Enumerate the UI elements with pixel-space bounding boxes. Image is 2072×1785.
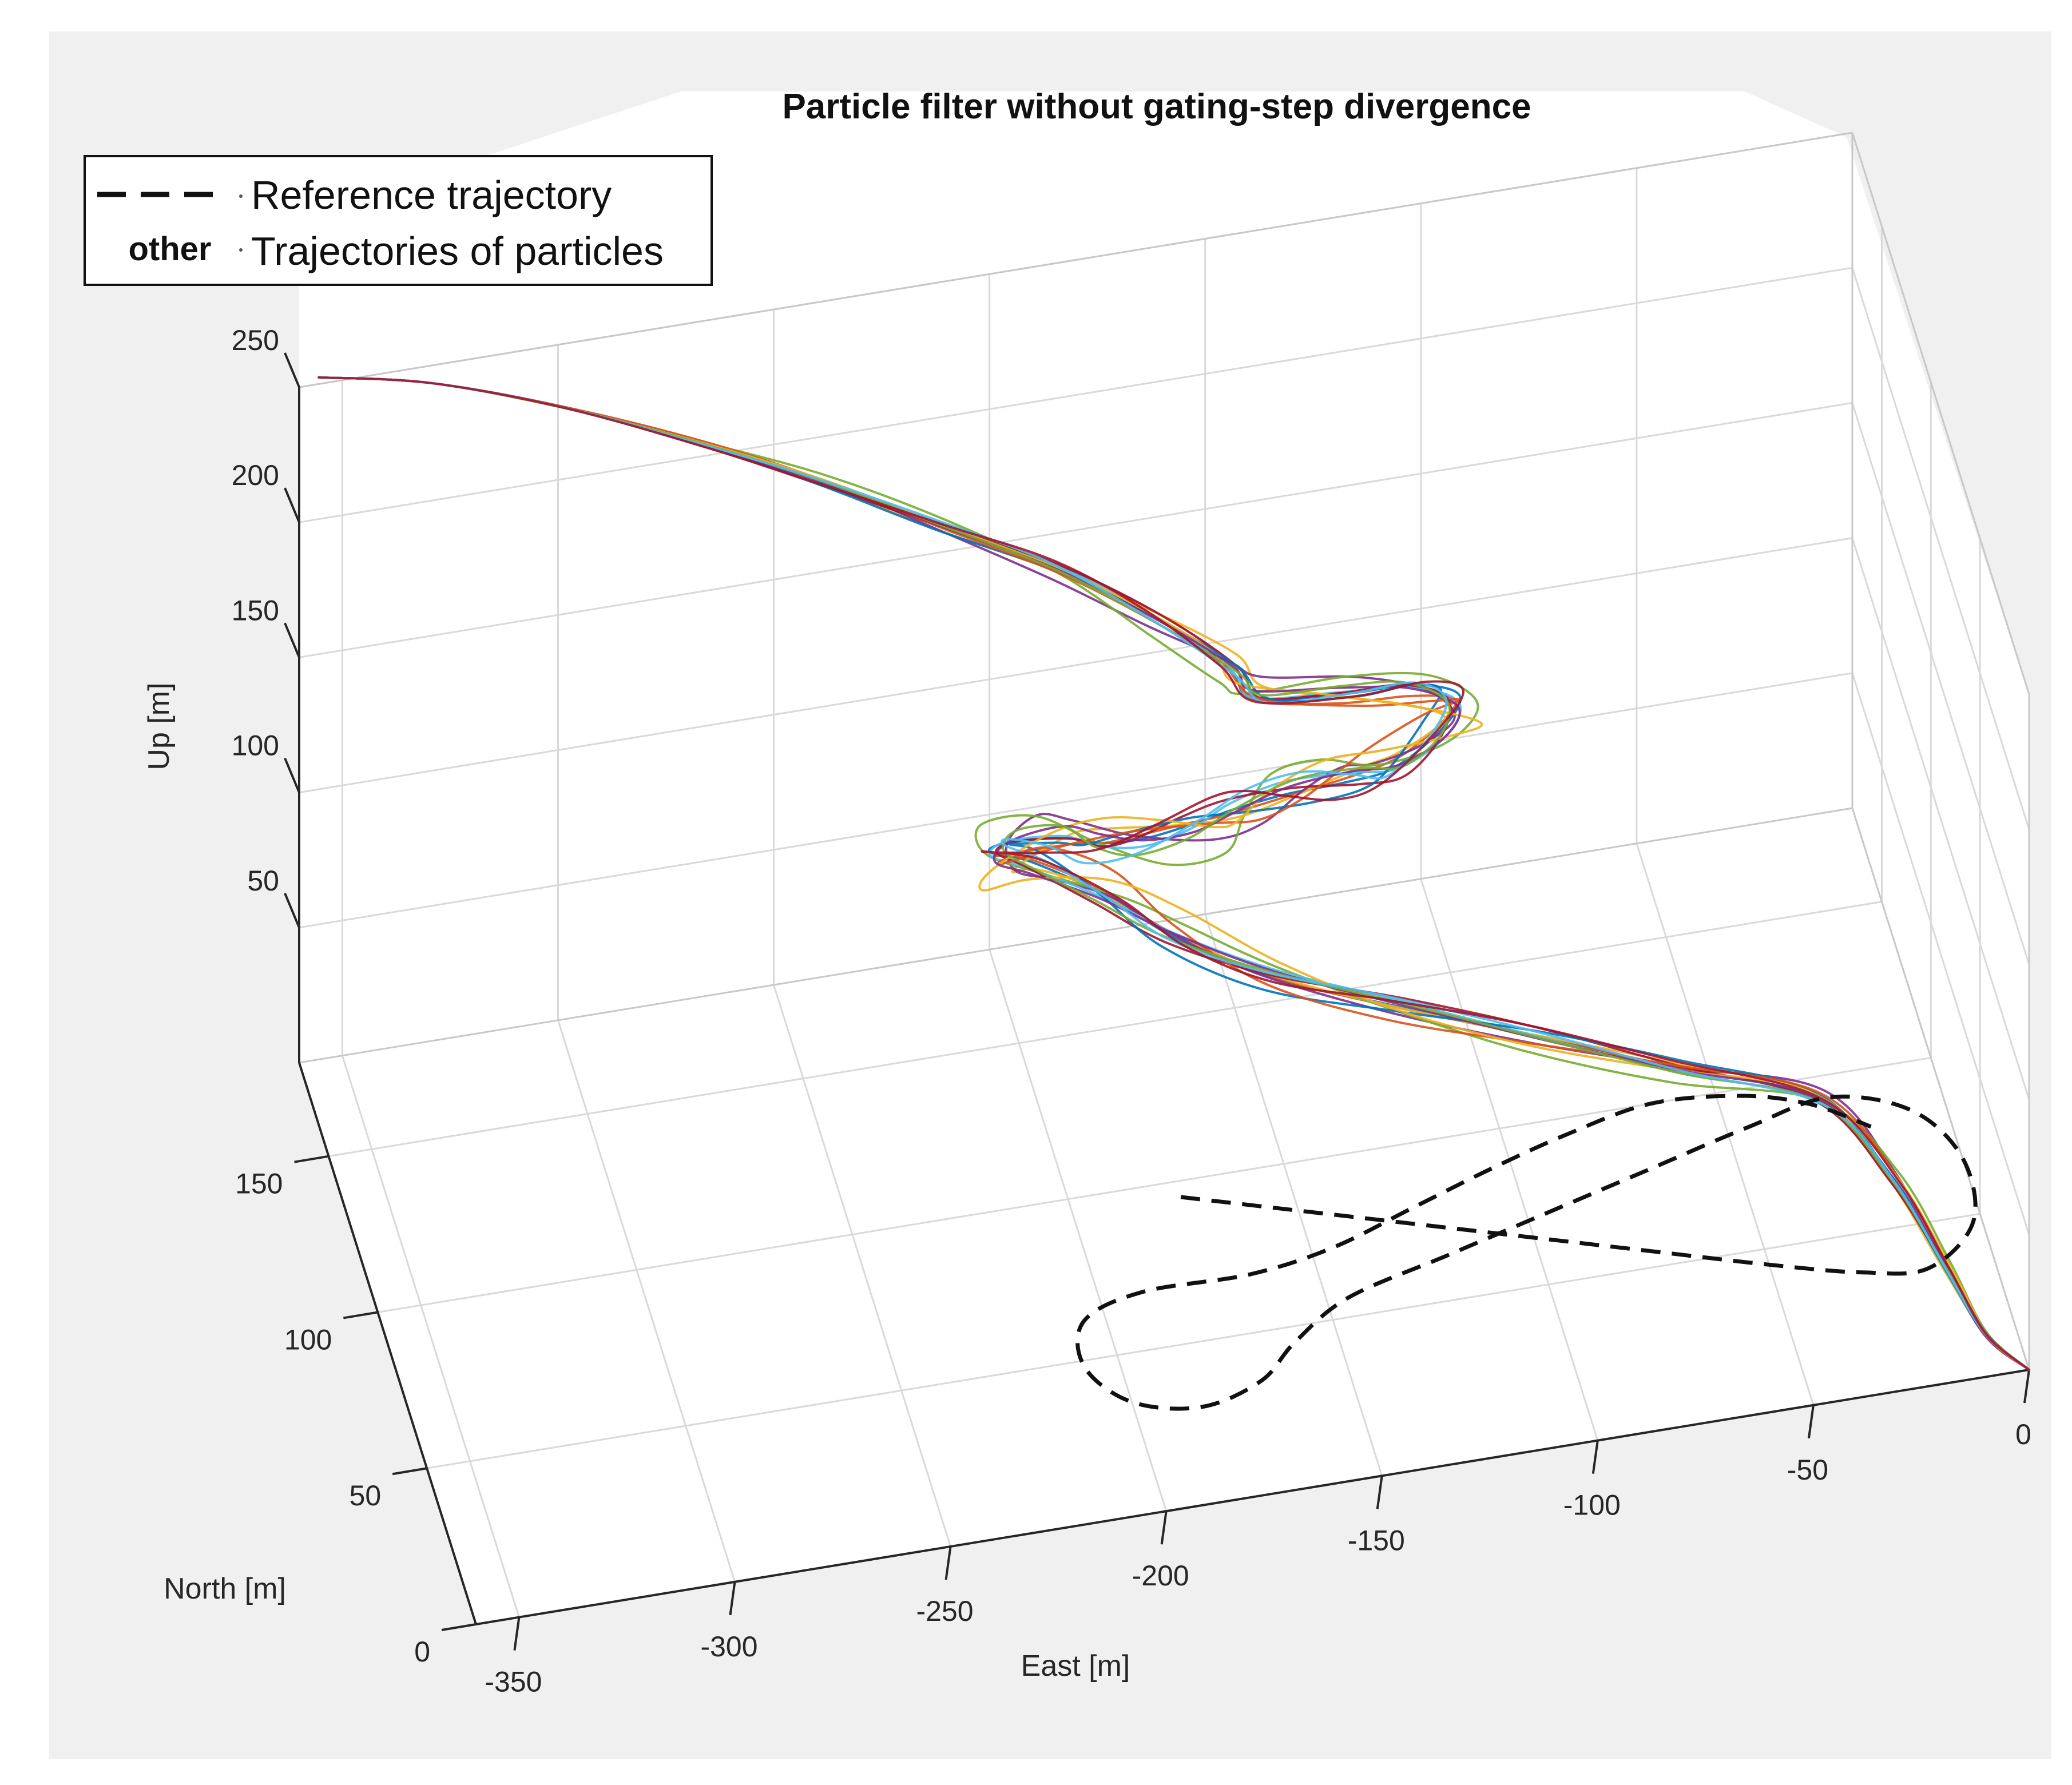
x-tick-mark <box>513 1617 521 1651</box>
z-tick-label: 100 <box>232 730 279 762</box>
x-tick-mark <box>2023 1369 2030 1404</box>
tick-labels: -350 -300 -250 -200 -150 -100 -50 0 0 50 100 150 50 1… <box>232 324 2031 1698</box>
legend-dot <box>239 248 243 252</box>
y-tick-label: 50 <box>350 1480 382 1512</box>
box-edge <box>1851 132 2030 695</box>
x-tick-mark <box>729 1581 736 1616</box>
particle-trajectory-line <box>317 376 2030 1371</box>
x-tick-label: -150 <box>1348 1524 1405 1556</box>
floor-gridline <box>378 1056 1931 1313</box>
legend-reference-label: Reference trajectory <box>251 173 612 217</box>
z-tick-label: 200 <box>232 459 279 491</box>
legend-particles-swatch: other <box>129 230 212 268</box>
z-tick-mark <box>284 893 300 928</box>
x-tick-mark <box>1591 1440 1599 1474</box>
z-tick-mark <box>284 622 300 658</box>
box-edge <box>299 807 1853 1064</box>
x-tick-label: -300 <box>700 1631 757 1663</box>
x-tick-label: -250 <box>916 1595 974 1627</box>
x-axis-label: East [m] <box>1021 1649 1130 1683</box>
z-tick-label: 50 <box>247 865 279 897</box>
axes-plot-area <box>299 137 2029 1624</box>
box-edge <box>299 132 1853 388</box>
z-tick-mark <box>284 757 300 793</box>
z-tick-label: 250 <box>232 324 279 356</box>
reference-trajectory <box>1075 1094 1978 1411</box>
x-tick-label: -50 <box>1787 1454 1828 1486</box>
floor-gridline <box>328 901 1882 1158</box>
x-tick-label: -350 <box>485 1666 542 1698</box>
chart-title: Particle filter without gating-step dive… <box>782 87 1531 126</box>
y-tick-label: 100 <box>284 1323 332 1355</box>
x-tick-mark <box>1376 1476 1383 1509</box>
x-tick-label: 0 <box>2015 1418 2031 1450</box>
y-axis-label: North [m] <box>164 1572 286 1605</box>
backwall-gridline <box>299 401 1853 658</box>
sidewall-gridline <box>1851 267 2030 830</box>
z-axis-label: Up [m] <box>142 682 176 770</box>
backwall-gridline <box>299 672 1853 929</box>
sidewall-gridline <box>1851 673 2030 1235</box>
backwall-gridline <box>299 537 1853 794</box>
z-tick-mark <box>284 487 300 523</box>
y-tick-mark <box>294 1155 329 1163</box>
particle-trajectory-line <box>317 376 2030 1371</box>
particle-trajectory-line <box>317 376 2030 1371</box>
sidewall-gridline <box>1851 402 2030 965</box>
x-tick-label: -100 <box>1563 1489 1621 1521</box>
box-edge <box>1851 808 2030 1370</box>
legend-particles-label: Trajectories of particles <box>251 229 664 273</box>
floor-gridline <box>426 1212 1980 1469</box>
z-tick-mark <box>284 352 300 388</box>
reference-trajectory-line <box>1075 1094 1978 1411</box>
y-tick-label: 150 <box>235 1168 283 1200</box>
x-tick-mark <box>1160 1510 1168 1545</box>
x-tick-mark <box>1807 1405 1815 1439</box>
y-tick-mark <box>441 1623 477 1631</box>
z-tick-label: 150 <box>232 594 279 626</box>
y-tick-label: 0 <box>414 1636 430 1668</box>
x-tick-mark <box>944 1546 952 1580</box>
x-tick-label: -200 <box>1132 1560 1189 1592</box>
legend-dot <box>239 194 243 198</box>
legend: Reference trajectory other Trajectories … <box>84 155 713 286</box>
y-tick-mark <box>392 1467 427 1476</box>
particle-trajectories <box>317 376 2030 1371</box>
legend-box <box>84 155 713 286</box>
axis-layer <box>284 352 2030 1651</box>
backwall-gridline <box>299 267 1853 523</box>
y-tick-mark <box>343 1311 378 1319</box>
sidewall-gridline <box>1851 538 2030 1100</box>
